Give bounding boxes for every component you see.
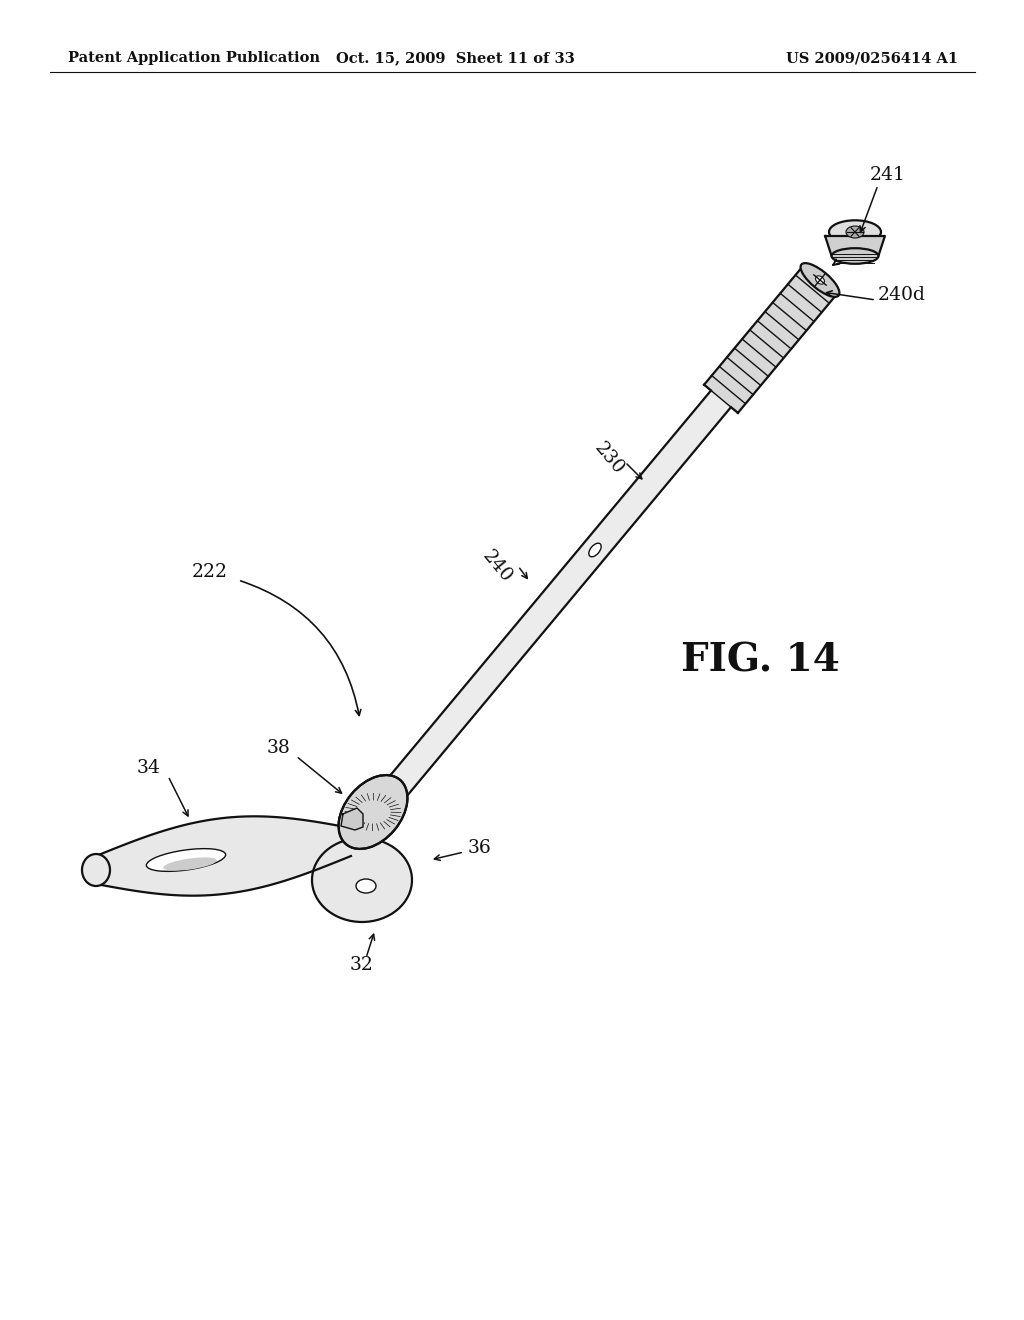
Polygon shape (96, 816, 351, 896)
Ellipse shape (815, 276, 824, 284)
Text: 240: 240 (479, 548, 516, 586)
Ellipse shape (846, 226, 864, 238)
Ellipse shape (589, 544, 601, 557)
Text: 230: 230 (591, 440, 628, 478)
Text: 32: 32 (350, 956, 374, 974)
Polygon shape (825, 236, 885, 256)
Ellipse shape (339, 775, 408, 849)
Ellipse shape (831, 248, 879, 264)
Polygon shape (341, 808, 362, 830)
Text: Oct. 15, 2009  Sheet 11 of 33: Oct. 15, 2009 Sheet 11 of 33 (336, 51, 574, 65)
Text: 240d: 240d (878, 286, 926, 304)
Text: FIG. 14: FIG. 14 (681, 642, 840, 678)
Text: 34: 34 (136, 759, 160, 777)
Ellipse shape (146, 849, 225, 871)
Ellipse shape (801, 263, 840, 297)
Ellipse shape (312, 838, 412, 921)
Text: 222: 222 (193, 564, 228, 581)
Polygon shape (705, 265, 837, 413)
Text: 36: 36 (468, 840, 492, 857)
Ellipse shape (829, 220, 881, 244)
Ellipse shape (163, 858, 217, 871)
Text: US 2009/0256414 A1: US 2009/0256414 A1 (785, 51, 958, 65)
Text: 38: 38 (266, 739, 290, 756)
Polygon shape (360, 391, 731, 829)
Text: 241: 241 (870, 166, 906, 183)
Ellipse shape (339, 801, 391, 843)
Text: Patent Application Publication: Patent Application Publication (68, 51, 319, 65)
Ellipse shape (356, 879, 376, 894)
Ellipse shape (82, 854, 110, 886)
